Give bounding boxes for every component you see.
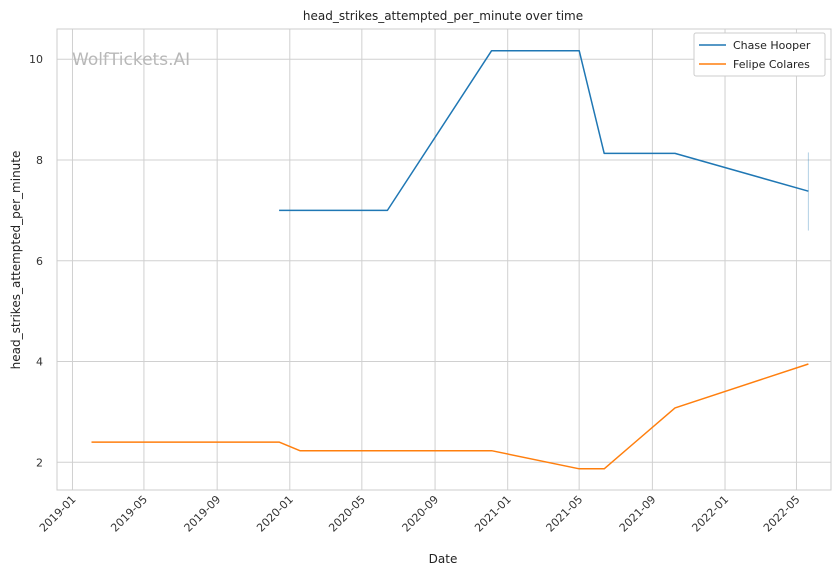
y-tick-label: 4: [36, 356, 43, 369]
legend-label-chase-hooper: Chase Hooper: [733, 39, 811, 52]
x-tick-label: 2022-01: [689, 493, 731, 535]
grid-lines: [57, 29, 831, 490]
series-line-chase-hooper: [279, 49, 809, 212]
legend-label-felipe-colares: Felipe Colares: [733, 58, 810, 71]
legend: Chase Hooper Felipe Colares: [693, 32, 826, 77]
x-tick-label: 2019-05: [108, 493, 150, 535]
y-tick-labels: 2 4 6 8 10: [29, 53, 43, 469]
x-axis-title: Date: [429, 552, 458, 566]
y-tick-label: 10: [29, 53, 43, 66]
legend-box: [693, 32, 826, 77]
x-tick-labels: 2019-01 2019-05 2019-09 2020-01 2020-05 2020-…: [37, 493, 803, 535]
watermark-text: WolfTickets.AI: [72, 50, 190, 70]
x-tick-label: 2020-01: [254, 493, 296, 535]
x-tick-label: 2020-09: [399, 493, 441, 535]
x-tick-label: 2021-09: [617, 493, 659, 535]
series-line-felipe-colares: [91, 363, 809, 470]
y-tick-label: 8: [36, 154, 43, 167]
chart-title: head_strikes_attempted_per_minute over t…: [303, 9, 583, 23]
x-tick-label: 2019-09: [182, 493, 224, 535]
plot-frame: [56, 28, 832, 491]
x-tick-label: 2020-05: [326, 493, 368, 535]
y-axis-title: head_strikes_attempted_per_minute: [9, 151, 23, 370]
y-tick-label: 6: [36, 255, 43, 268]
x-tick-label: 2021-01: [472, 493, 514, 535]
x-tick-label: 2022-05: [761, 493, 803, 535]
x-tick-label: 2021-05: [544, 493, 586, 535]
y-tick-label: 2: [36, 456, 43, 469]
x-tick-label: 2019-01: [37, 493, 79, 535]
series-layer: [91, 49, 809, 470]
